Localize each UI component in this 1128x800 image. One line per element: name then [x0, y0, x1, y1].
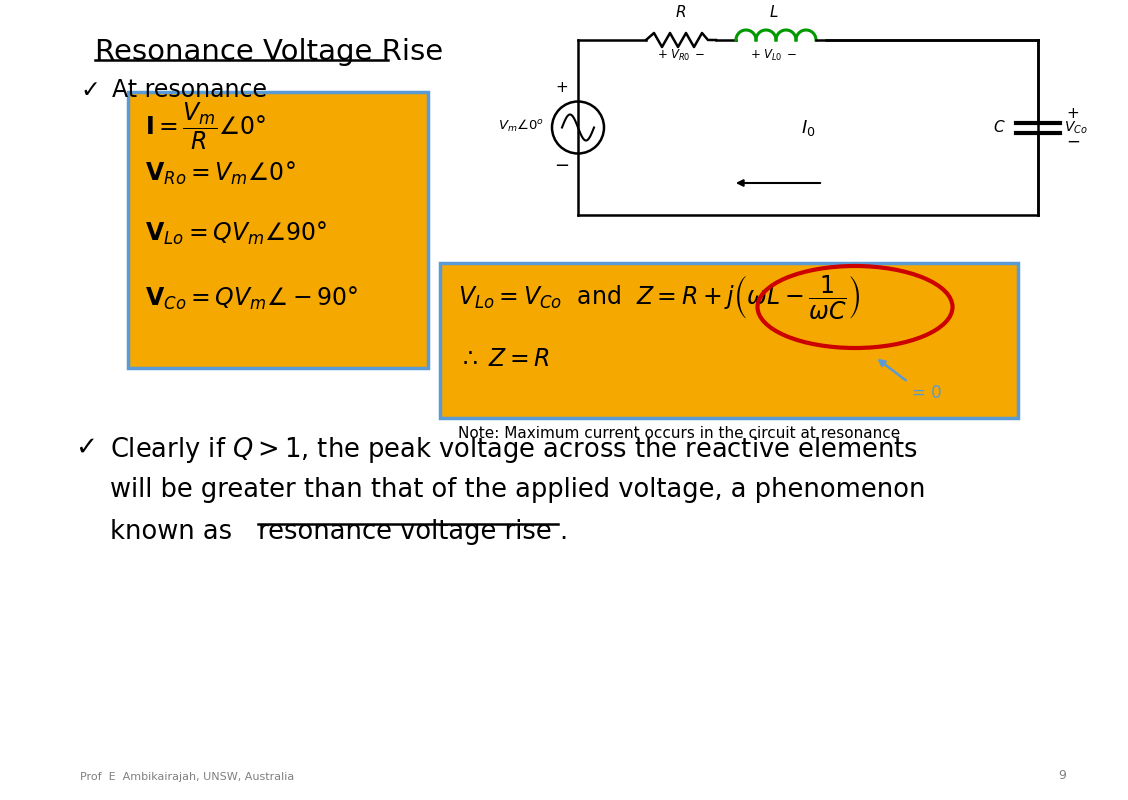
Text: $+\;V_{R0}\;-$: $+\;V_{R0}\;-$ [656, 48, 705, 63]
Text: $R$: $R$ [676, 4, 687, 20]
Text: ✓: ✓ [74, 435, 97, 461]
Text: Resonance Voltage Rise: Resonance Voltage Rise [95, 38, 443, 66]
Text: will be greater than that of the applied voltage, a phenomenon: will be greater than that of the applied… [111, 477, 925, 503]
Text: Clearly if $Q > 1$, the peak voltage across the reactive elements: Clearly if $Q > 1$, the peak voltage acr… [111, 435, 918, 465]
Text: $\mathbf{V}_{Lo} = QV_m\angle 90°$: $\mathbf{V}_{Lo} = QV_m\angle 90°$ [146, 220, 327, 247]
Text: At resonance: At resonance [112, 78, 267, 102]
Text: +: + [1066, 106, 1078, 121]
Text: −: − [555, 158, 570, 175]
Text: known as: known as [111, 519, 240, 545]
Text: $\mathbf{V}_{Ro} = V_m\angle 0°$: $\mathbf{V}_{Ro} = V_m\angle 0°$ [146, 160, 296, 187]
FancyBboxPatch shape [127, 92, 428, 368]
Text: .: . [559, 519, 567, 545]
Text: $I_0$: $I_0$ [801, 118, 816, 138]
Text: $\therefore\; Z = R$: $\therefore\; Z = R$ [458, 347, 550, 371]
Text: Prof  E  Ambikairajah, UNSW, Australia: Prof E Ambikairajah, UNSW, Australia [80, 772, 294, 782]
FancyBboxPatch shape [440, 263, 1017, 418]
Text: $+\;V_{L0}\;-$: $+\;V_{L0}\;-$ [750, 48, 797, 63]
Text: = 0: = 0 [913, 384, 942, 402]
Text: $V_m\angle 0^o$: $V_m\angle 0^o$ [497, 118, 544, 134]
Text: Note: Maximum current occurs in the circuit at resonance: Note: Maximum current occurs in the circ… [458, 426, 900, 441]
Text: resonance voltage rise: resonance voltage rise [258, 519, 552, 545]
Text: ✓: ✓ [80, 78, 99, 102]
Text: $C$: $C$ [994, 119, 1006, 135]
Text: $\mathbf{I} = \dfrac{V_m}{R}\angle 0°$: $\mathbf{I} = \dfrac{V_m}{R}\angle 0°$ [146, 100, 266, 151]
Text: $V_{Co}$: $V_{Co}$ [1064, 119, 1087, 136]
Text: $V_{Lo} = V_{Co}$  and  $Z = R + j\left(\omega L - \dfrac{1}{\omega C}\right)$: $V_{Lo} = V_{Co}$ and $Z = R + j\left(\o… [458, 273, 861, 321]
Text: +: + [556, 81, 569, 95]
Text: −: − [1066, 133, 1079, 150]
Text: $L$: $L$ [769, 4, 778, 20]
Text: $\mathbf{V}_{Co} = QV_m\angle -90°$: $\mathbf{V}_{Co} = QV_m\angle -90°$ [146, 285, 359, 312]
Text: 9: 9 [1058, 769, 1066, 782]
